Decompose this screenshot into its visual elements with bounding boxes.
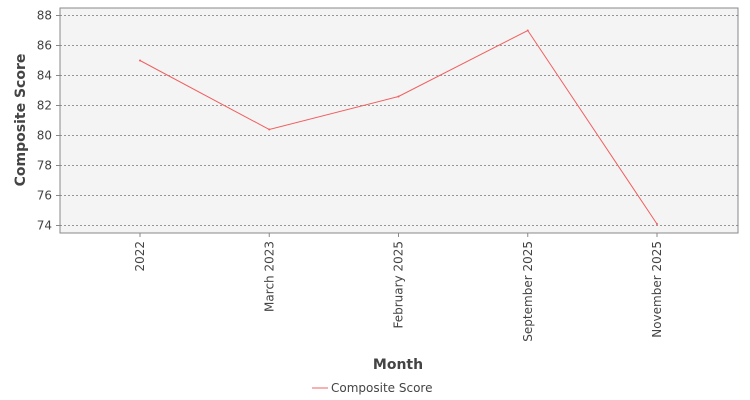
y-axis-title: Composite Score — [13, 54, 29, 187]
y-tick-label: 86 — [37, 39, 52, 53]
legend-label: Composite Score — [331, 381, 432, 395]
data-point — [656, 223, 658, 225]
x-tick-label: March 2023 — [262, 241, 276, 312]
y-tick-label: 80 — [37, 129, 52, 143]
x-tick-label: September 2025 — [521, 241, 535, 342]
data-point — [139, 59, 141, 62]
x-axis-title: Month — [373, 357, 423, 373]
x-tick-label: 2022 — [133, 241, 147, 272]
y-tick-label: 76 — [37, 189, 52, 203]
data-point — [268, 128, 271, 131]
data-point — [397, 95, 400, 98]
x-axis-ticks: 2022 March 2023 February 2025 September 202… — [133, 233, 664, 342]
x-tick-label: November 2025 — [650, 241, 664, 338]
legend: Composite Score — [312, 381, 432, 395]
x-tick-label: February 2025 — [392, 241, 406, 329]
y-axis-ticks: 74 76 78 80 82 84 86 88 — [37, 9, 60, 233]
y-tick-label: 88 — [37, 9, 52, 23]
plot-background — [59, 7, 739, 234]
data-point — [526, 29, 529, 32]
y-tick-label: 74 — [37, 219, 52, 233]
y-tick-label: 82 — [37, 99, 52, 113]
y-tick-label: 78 — [37, 159, 52, 173]
series-layer — [139, 29, 658, 225]
y-tick-label: 84 — [37, 69, 52, 83]
grid-lines — [60, 15, 738, 226]
